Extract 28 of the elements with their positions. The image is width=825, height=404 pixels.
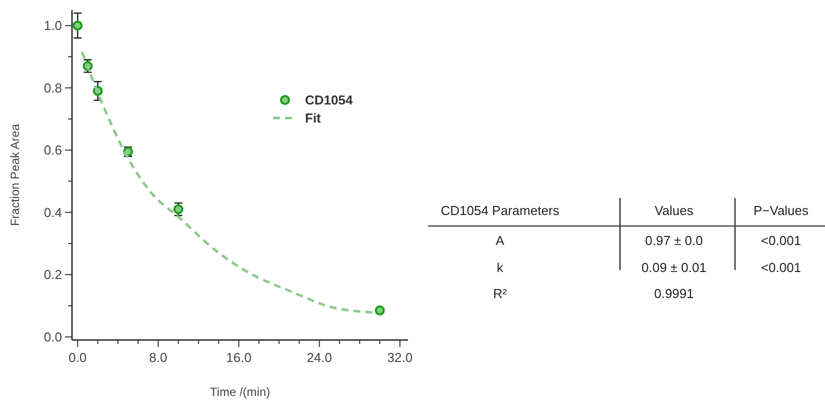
text: 0.09 ± 0.01: [642, 260, 706, 275]
text: <0.001: [760, 260, 802, 275]
text: CD1054 Parameters: [440, 203, 560, 218]
text: P−Values: [753, 203, 810, 218]
y-tick-label: 0.0: [44, 329, 62, 344]
text: A: [496, 233, 505, 248]
text: k: [496, 260, 504, 275]
y-tick-label: 0.6: [44, 142, 62, 158]
legend-label: CD1054: [305, 92, 354, 108]
y-tick-label: 0.8: [44, 80, 62, 96]
text: <0.001: [760, 233, 802, 248]
x-axis-title: Time /(min): [210, 385, 270, 399]
x-tick-label: 8.0: [149, 350, 168, 365]
x-tick-label: 16.0: [226, 350, 252, 365]
x-tick-label: 32.0: [387, 350, 413, 365]
point: [374, 305, 385, 316]
text: R²: [493, 286, 508, 301]
y-tick-label: 0.4: [44, 204, 62, 220]
y-tick-label: 0.2: [44, 267, 62, 282]
text: 0.97 ± 0.0: [645, 233, 703, 248]
y-axis-title: Fraction Peak Area: [8, 124, 22, 226]
point: [72, 20, 83, 31]
x-tick-label: 24.0: [306, 350, 332, 365]
x-tick-label: 0.0: [68, 350, 87, 365]
text: 0.9991: [654, 286, 694, 301]
legend-label: Fit: [305, 110, 322, 126]
y-tick-label: 1.0: [44, 18, 62, 34]
text: Values: [654, 203, 694, 218]
